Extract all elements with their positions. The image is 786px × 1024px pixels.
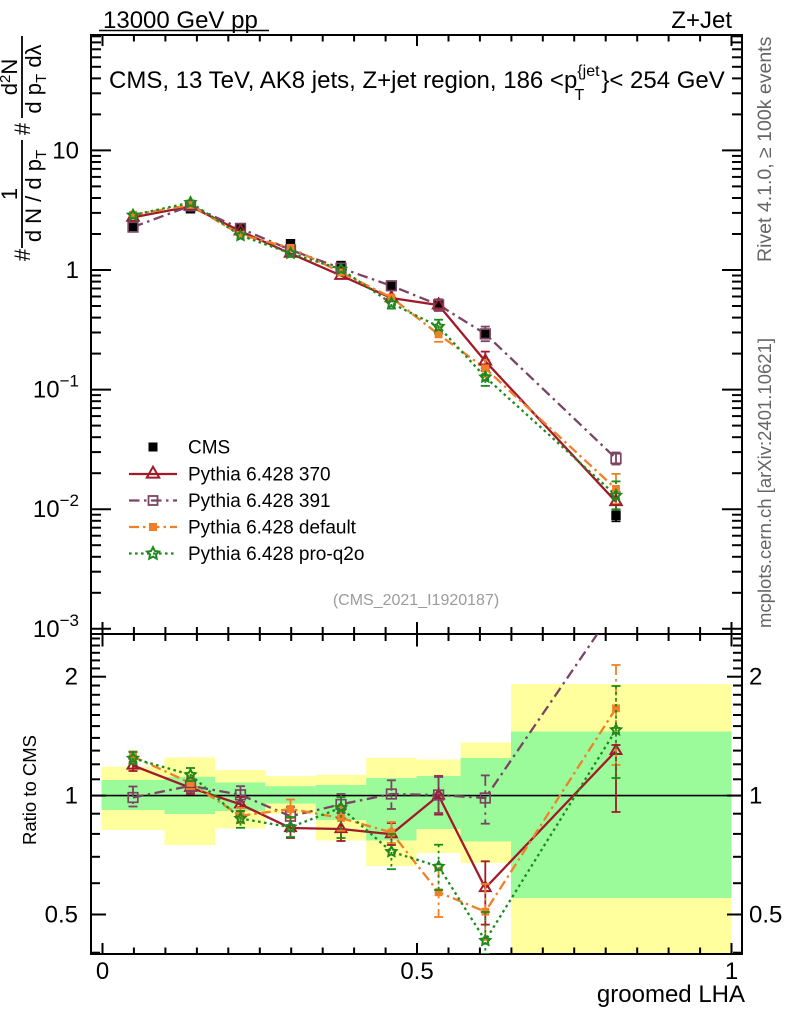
svg-text:mcplots.cern.ch [arXiv:2401.10: mcplots.cern.ch [arXiv:2401.10621] xyxy=(754,338,775,628)
svg-text:groomed LHA: groomed LHA xyxy=(597,981,745,1008)
svg-text:1: 1 xyxy=(725,958,738,985)
svg-text:Ratio to CMS: Ratio to CMS xyxy=(19,735,40,845)
svg-text:0.5: 0.5 xyxy=(45,902,78,929)
svg-text:1: 1 xyxy=(66,257,79,284)
svg-text:d2N: d2N xyxy=(0,59,22,95)
svg-text:2: 2 xyxy=(749,664,762,691)
svg-text:d N / d pT: d N / d pT xyxy=(21,150,50,242)
svg-text:0.5: 0.5 xyxy=(400,958,433,985)
svg-text:Rivet 4.1.0, ≥ 100k events: Rivet 4.1.0, ≥ 100k events xyxy=(754,36,776,262)
svg-text:10−2: 10−2 xyxy=(33,491,79,523)
svg-text:0.5: 0.5 xyxy=(749,902,782,929)
svg-text:(CMS_2021_I1920187): (CMS_2021_I1920187) xyxy=(333,592,499,609)
svg-text:10: 10 xyxy=(52,137,79,164)
svg-text:Pythia 6.428 391: Pythia 6.428 391 xyxy=(188,491,331,512)
svg-text:d pT dλ: d pT dλ xyxy=(21,44,50,113)
svg-text:1: 1 xyxy=(0,188,22,200)
svg-text:#: # xyxy=(10,122,35,135)
svg-text:13000 GeV pp: 13000 GeV pp xyxy=(103,7,258,34)
svg-text:Pythia 6.428 default: Pythia 6.428 default xyxy=(188,518,357,539)
svg-text:CMS: CMS xyxy=(188,438,230,459)
svg-text:1: 1 xyxy=(749,783,762,810)
svg-text:Pythia 6.428 370: Pythia 6.428 370 xyxy=(188,465,331,486)
svg-text:Pythia 6.428 pro-q2o: Pythia 6.428 pro-q2o xyxy=(188,544,364,565)
svg-text:2: 2 xyxy=(65,664,78,691)
svg-text:#: # xyxy=(10,248,35,261)
svg-text:1: 1 xyxy=(65,783,78,810)
svg-text:0: 0 xyxy=(96,958,109,985)
svg-text:Z+Jet: Z+Jet xyxy=(671,7,732,34)
